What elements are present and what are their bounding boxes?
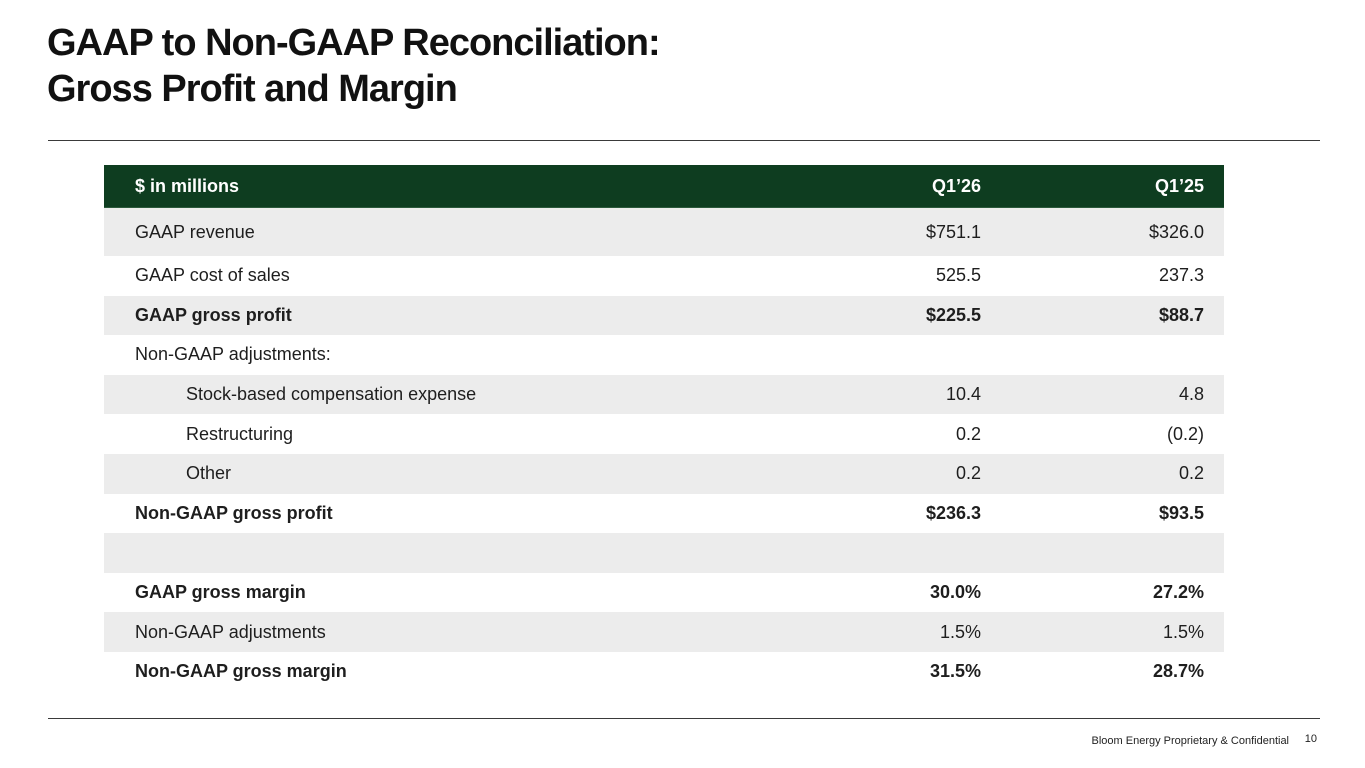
table-row-gaap-gross-profit: GAAP gross profit $225.5 $88.7	[104, 295, 1224, 336]
table-row-stock-based-compensation: Stock-based compensation expense 10.4 4.…	[104, 374, 1224, 415]
row-label: Non-GAAP gross profit	[135, 502, 333, 523]
header-q1-25: Q1’25	[1154, 175, 1204, 196]
row-value-q1-25: 4.8	[1178, 384, 1204, 405]
row-value-q1-26: $225.5	[925, 304, 981, 325]
table-row-non-gaap-adjustments-margin: Non-GAAP adjustments 1.5% 1.5%	[104, 612, 1224, 652]
row-label: Restructuring	[186, 423, 294, 444]
row-label: Non-GAAP adjustments:	[135, 344, 331, 365]
row-value-q1-26: 0.2	[955, 423, 981, 444]
table-row-gaap-cost-of-sales: GAAP cost of sales 525.5 237.3	[104, 256, 1224, 296]
reconciliation-table: $ in millions Q1’26 Q1’25 GAAP revenue $…	[104, 165, 1224, 692]
row-value-q1-25: (0.2)	[1166, 423, 1204, 444]
table-row-restructuring: Restructuring 0.2 (0.2)	[104, 414, 1224, 454]
row-value-q1-25: 0.2	[1178, 463, 1204, 484]
row-value-q1-26: $236.3	[925, 502, 981, 523]
row-value-q1-25: $88.7	[1158, 304, 1204, 325]
table-row-non-gaap-gross-profit: Non-GAAP gross profit $236.3 $93.5	[104, 494, 1224, 534]
row-value-q1-25: $326.0	[1148, 221, 1204, 242]
table-row-other: Other 0.2 0.2	[104, 453, 1224, 494]
row-value-q1-25: $93.5	[1158, 502, 1204, 523]
row-label: Stock-based compensation expense	[186, 384, 477, 405]
confidentiality-notice: Bloom Energy Proprietary & Confidential	[1091, 735, 1289, 747]
title-line-1: GAAP to Non-GAAP Reconciliation:	[47, 22, 661, 64]
row-label: Non-GAAP gross margin	[135, 661, 347, 682]
row-value-q1-26: $751.1	[925, 221, 981, 242]
row-value-q1-25: 237.3	[1158, 265, 1204, 286]
row-value-q1-26: 0.2	[955, 463, 981, 484]
row-value-q1-26: 1.5%	[939, 621, 981, 642]
table-row-gaap-gross-margin: GAAP gross margin 30.0% 27.2%	[104, 573, 1224, 613]
row-label: GAAP gross margin	[135, 582, 306, 603]
row-label: GAAP gross profit	[135, 304, 292, 325]
row-label: GAAP revenue	[135, 221, 255, 242]
page-number: 10	[1304, 733, 1317, 745]
row-label: GAAP cost of sales	[135, 265, 290, 286]
bottom-divider	[48, 718, 1320, 719]
row-value-q1-26: 525.5	[935, 265, 981, 286]
page-title: GAAP to Non-GAAP Reconciliation: Gross P…	[47, 20, 661, 112]
row-label: Other	[186, 463, 232, 484]
table-row-spacer	[104, 533, 1224, 573]
top-divider	[48, 140, 1320, 141]
title-line-2: Gross Profit and Margin	[47, 68, 458, 110]
row-value-q1-25: 28.7%	[1152, 661, 1204, 682]
row-value-q1-25: 1.5%	[1162, 621, 1204, 642]
row-value-q1-26: 31.5%	[929, 661, 981, 682]
header-label: $ in millions	[135, 175, 240, 196]
table-header-row: $ in millions Q1’26 Q1’25	[104, 165, 1224, 208]
table-row-non-gaap-adjustments-heading: Non-GAAP adjustments:	[104, 335, 1224, 375]
header-q1-26: Q1’26	[931, 175, 981, 196]
table-row-gaap-revenue: GAAP revenue $751.1 $326.0	[104, 208, 1224, 256]
row-value-q1-25: 27.2%	[1152, 582, 1204, 603]
row-label: Non-GAAP adjustments	[135, 621, 326, 642]
row-value-q1-26: 30.0%	[929, 582, 981, 603]
table-row-non-gaap-gross-margin: Non-GAAP gross margin 31.5% 28.7%	[104, 652, 1224, 692]
row-value-q1-26: 10.4	[945, 384, 981, 405]
